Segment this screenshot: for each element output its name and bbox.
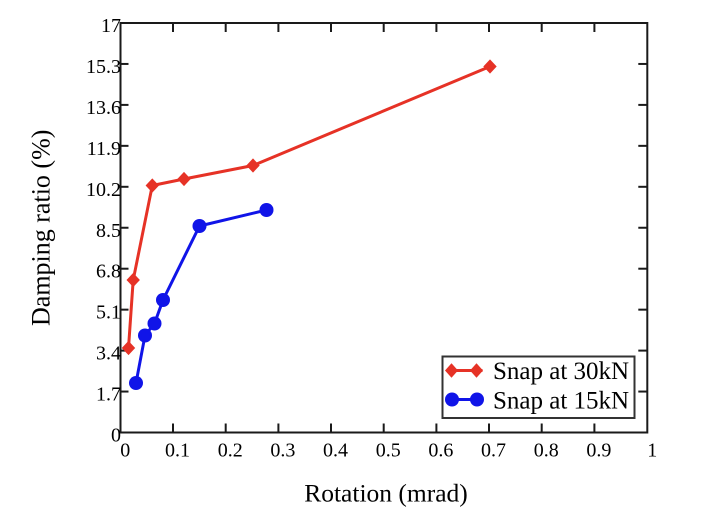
svg-text:Rotation (mrad): Rotation (mrad) (304, 478, 468, 507)
svg-text:0.6: 0.6 (428, 440, 453, 462)
svg-text:10.2: 10.2 (86, 179, 121, 201)
svg-text:6.8: 6.8 (96, 261, 121, 283)
svg-text:1.7: 1.7 (96, 384, 121, 406)
svg-text:0: 0 (111, 425, 121, 447)
svg-text:Damping ratio (%): Damping ratio (%) (27, 130, 56, 326)
svg-text:0.2: 0.2 (218, 440, 243, 462)
svg-text:0.9: 0.9 (586, 440, 611, 462)
svg-text:0.7: 0.7 (481, 440, 506, 462)
svg-text:8.5: 8.5 (96, 220, 121, 242)
svg-text:0.8: 0.8 (534, 440, 559, 462)
svg-text:15.3: 15.3 (86, 56, 121, 78)
svg-text:0.5: 0.5 (376, 440, 401, 462)
svg-text:0.4: 0.4 (323, 440, 348, 462)
svg-text:0.3: 0.3 (270, 440, 295, 462)
svg-text:3.4: 3.4 (96, 343, 121, 365)
svg-text:Snap at 15kN: Snap at 15kN (493, 388, 629, 415)
svg-text:1: 1 (647, 440, 657, 462)
svg-text:Snap at 30kN: Snap at 30kN (493, 358, 629, 385)
svg-text:17: 17 (101, 15, 121, 37)
svg-text:11.9: 11.9 (87, 138, 121, 160)
svg-text:13.6: 13.6 (86, 97, 121, 119)
svg-text:5.1: 5.1 (96, 302, 121, 324)
svg-text:0: 0 (120, 440, 130, 462)
svg-text:0.1: 0.1 (165, 440, 190, 462)
